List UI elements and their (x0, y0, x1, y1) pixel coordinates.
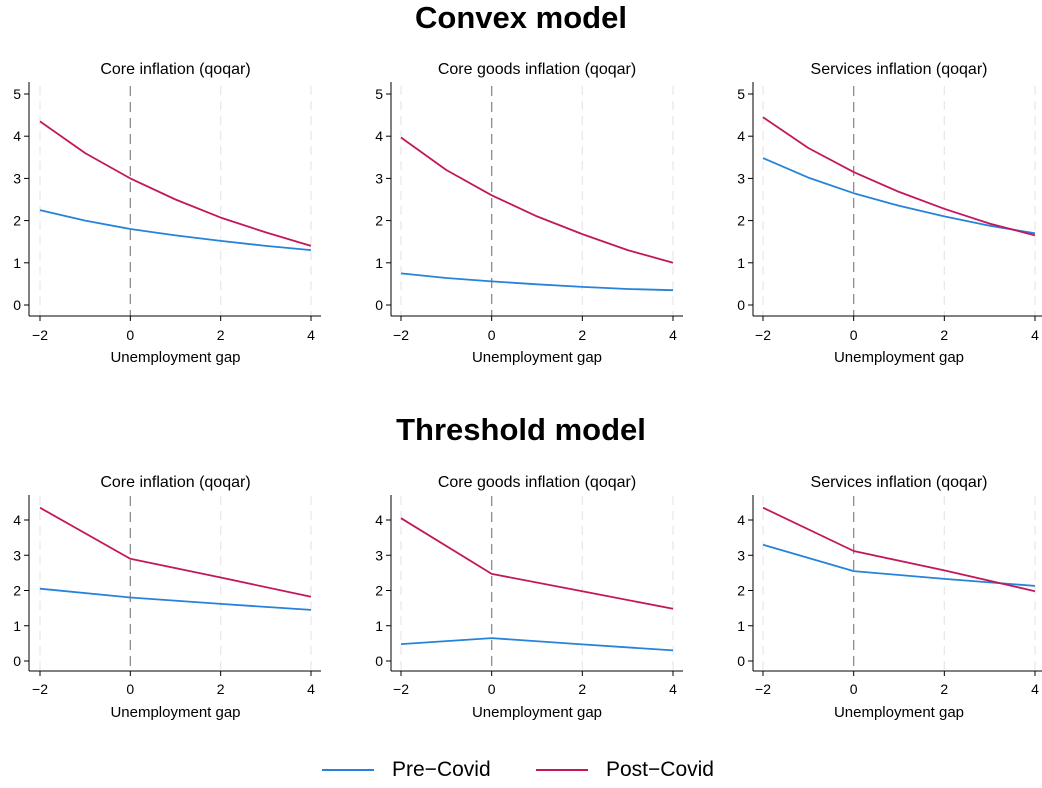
chart-title: Services inflation (qoqar) (811, 61, 988, 78)
x-tick-label: 4 (1031, 681, 1039, 697)
legend-item-pre-covid: Pre−Covid (322, 758, 491, 782)
x-tick-label: 2 (217, 681, 225, 697)
chart-panel: 0 1 2 3 4 −2 0 2 4 Core inflation (qoqar) Unemploy… (13, 474, 321, 721)
x-axis-label: Unemployment gap (110, 349, 240, 366)
series-line-post-covid (762, 506, 1036, 593)
y-tick-label: 2 (375, 213, 383, 229)
series-line-pre-covid (400, 637, 674, 652)
x-tick-label: 2 (578, 681, 586, 697)
x-tick-label: 4 (669, 681, 677, 697)
legend-swatch-pre-covid (322, 769, 374, 771)
y-tick-label: 4 (375, 128, 383, 144)
x-tick-label: −2 (32, 681, 48, 697)
y-tick-label: 5 (375, 86, 383, 102)
y-tick-label: 3 (737, 170, 745, 186)
series-line-pre-covid (39, 587, 312, 611)
x-tick-label: 4 (1031, 327, 1039, 343)
y-tick-label: 2 (375, 583, 383, 599)
y-tick-label: 2 (13, 583, 21, 599)
y-tick-label: 1 (375, 618, 383, 634)
chart-panel: 0 1 2 3 4 −2 0 2 4 Services inflation (qoqar) Unem… (737, 474, 1042, 721)
x-tick-label: −2 (393, 681, 409, 697)
chart-panel: 0 1 2 3 4 5 −2 0 2 4 Core goods inflation (qoqar) U… (375, 61, 683, 366)
section-title-convex-model: Convex model (415, 0, 627, 35)
y-tick-label: 3 (13, 170, 21, 186)
y-tick-label: 1 (13, 618, 21, 634)
y-tick-label: 5 (13, 86, 21, 102)
chart-panel: 0 1 2 3 4 −2 0 2 4 Core goods inflation (qoqar) Un… (375, 474, 683, 721)
x-axis-label: Unemployment gap (110, 704, 240, 721)
y-tick-label: 0 (375, 297, 383, 313)
legend-label-post-covid: Post−Covid (606, 758, 714, 781)
y-tick-label: 0 (737, 297, 745, 313)
x-axis-label: Unemployment gap (834, 349, 964, 366)
series-line-pre-covid (39, 209, 312, 251)
x-tick-label: 4 (307, 327, 315, 343)
series-line-post-covid (762, 116, 1036, 237)
x-tick-label: 0 (488, 681, 496, 697)
y-tick-label: 4 (375, 512, 383, 528)
x-tick-label: −2 (755, 327, 771, 343)
y-tick-label: 3 (13, 547, 21, 563)
x-tick-label: 0 (126, 681, 134, 697)
series-line-pre-covid (762, 543, 1036, 587)
chart-title: Core inflation (qoqar) (100, 61, 250, 78)
y-tick-label: 1 (375, 255, 383, 271)
legend: Pre−Covid Post−Covid (0, 758, 1042, 786)
y-tick-label: 1 (13, 255, 21, 271)
y-tick-label: 3 (375, 547, 383, 563)
x-axis-label: Unemployment gap (472, 349, 602, 366)
chart-title: Services inflation (qoqar) (811, 474, 988, 491)
y-tick-label: 0 (375, 653, 383, 669)
chart-panel: 0 1 2 3 4 5 −2 0 2 4 Services inflation (qoqar) Une… (737, 61, 1042, 366)
y-tick-label: 4 (13, 512, 21, 528)
x-tick-label: 4 (669, 327, 677, 343)
series-line-pre-covid (762, 157, 1036, 235)
legend-swatch-post-covid (536, 769, 588, 771)
y-tick-label: 3 (737, 547, 745, 563)
y-tick-label: 2 (737, 583, 745, 599)
chart-title: Core goods inflation (qoqar) (438, 474, 636, 491)
y-tick-label: 4 (737, 512, 745, 528)
x-tick-label: 0 (850, 327, 858, 343)
chart-panel: 0 1 2 3 4 5 −2 0 2 4 Core inflation (qoqar) Unemplo… (13, 61, 321, 366)
legend-item-post-covid: Post−Covid (536, 758, 714, 782)
x-tick-label: 0 (850, 681, 858, 697)
y-tick-label: 0 (13, 297, 21, 313)
y-tick-label: 5 (737, 86, 745, 102)
x-tick-label: 2 (940, 327, 948, 343)
y-tick-label: 0 (737, 653, 745, 669)
chart-title: Core goods inflation (qoqar) (438, 61, 636, 78)
series-line-post-covid (400, 136, 674, 264)
y-tick-label: 1 (737, 255, 745, 271)
x-tick-label: 0 (488, 327, 496, 343)
series-line-post-covid (39, 506, 312, 598)
y-tick-label: 1 (737, 618, 745, 634)
y-tick-label: 0 (13, 653, 21, 669)
series-line-post-covid (39, 120, 312, 247)
section-title-threshold-model: Threshold model (396, 412, 646, 447)
series-line-pre-covid (400, 272, 674, 292)
x-tick-label: −2 (393, 327, 409, 343)
x-tick-label: −2 (32, 327, 48, 343)
x-axis-label: Unemployment gap (834, 704, 964, 721)
x-tick-label: 2 (578, 327, 586, 343)
x-axis-label: Unemployment gap (472, 704, 602, 721)
legend-label-pre-covid: Pre−Covid (392, 758, 491, 781)
chart-title: Core inflation (qoqar) (100, 474, 250, 491)
x-tick-label: −2 (755, 681, 771, 697)
x-tick-label: 0 (126, 327, 134, 343)
y-tick-label: 4 (737, 128, 745, 144)
x-tick-label: 2 (940, 681, 948, 697)
x-tick-label: 2 (217, 327, 225, 343)
y-tick-label: 2 (737, 213, 745, 229)
series-line-post-covid (400, 517, 674, 610)
y-tick-label: 2 (13, 213, 21, 229)
x-tick-label: 4 (307, 681, 315, 697)
y-tick-label: 4 (13, 128, 21, 144)
y-tick-label: 3 (375, 170, 383, 186)
